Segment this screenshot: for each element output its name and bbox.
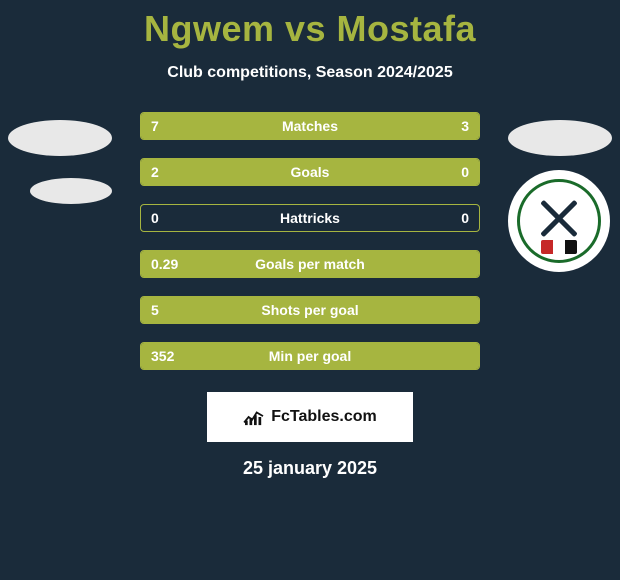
branding-label: FcTables.com: [271, 408, 377, 426]
page-subtitle: Club competitions, Season 2024/2025: [0, 64, 620, 82]
team-badge-inner: [517, 179, 601, 263]
player-left-avatar: [8, 120, 112, 156]
bar-label: Matches: [282, 118, 338, 134]
bar-value-right: 0: [461, 210, 469, 226]
bar-value-left: 5: [151, 302, 159, 318]
player-left-team-avatar: [30, 178, 112, 204]
team-badge-flag: [541, 240, 577, 254]
bar-label: Goals: [291, 164, 330, 180]
bar-row: 7 3 Matches: [140, 112, 480, 140]
bar-label: Goals per match: [255, 256, 365, 272]
root: Ngwem vs Mostafa Club competitions, Seas…: [0, 0, 620, 580]
team-badge-cross-icon: [534, 194, 584, 244]
date-label: 25 january 2025: [0, 458, 620, 479]
comparison-bars: 7 3 Matches 2 0 Goals 0 0 Hattricks 0.29 Goals per…: [140, 112, 480, 370]
bar-row: 5 Shots per goal: [140, 296, 480, 324]
bar-label: Shots per goal: [261, 302, 358, 318]
bar-fill-left: [141, 113, 378, 139]
bar-label: Min per goal: [269, 348, 351, 364]
bar-value-left: 0: [151, 210, 159, 226]
branding-box: FcTables.com: [207, 392, 413, 442]
bar-fill-left: [141, 159, 405, 185]
player-right-team-badge: [508, 170, 610, 272]
bar-value-right: 0: [461, 164, 469, 180]
bar-value-left: 0.29: [151, 256, 178, 272]
bar-value-right: 3: [461, 118, 469, 134]
player-right-avatar: [508, 120, 612, 156]
bar-value-left: 7: [151, 118, 159, 134]
bar-row: 352 Min per goal: [140, 342, 480, 370]
bar-value-left: 352: [151, 348, 174, 364]
bar-row: 2 0 Goals: [140, 158, 480, 186]
bar-label: Hattricks: [280, 210, 340, 226]
fctables-logo-icon: [243, 408, 265, 426]
bar-row: 0 0 Hattricks: [140, 204, 480, 232]
page-title: Ngwem vs Mostafa: [0, 8, 620, 50]
bar-value-left: 2: [151, 164, 159, 180]
bar-row: 0.29 Goals per match: [140, 250, 480, 278]
